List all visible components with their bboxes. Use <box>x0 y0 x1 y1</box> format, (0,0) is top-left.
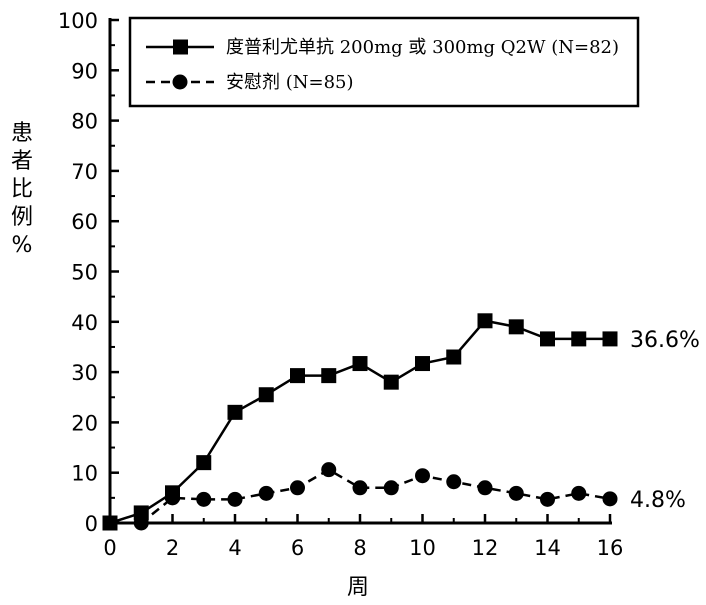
data-point <box>165 490 180 506</box>
x-tick-label: 8 <box>353 536 366 560</box>
series-line <box>110 468 611 525</box>
data-point <box>102 515 118 531</box>
y-tick-label: 90 <box>71 59 98 83</box>
y-tick-label: 80 <box>71 110 98 134</box>
data-point <box>258 485 274 501</box>
data-point <box>446 349 462 365</box>
y-tick-label: 30 <box>71 361 98 385</box>
legend-marker <box>173 39 188 55</box>
data-point <box>290 480 305 496</box>
data-point <box>540 491 555 507</box>
x-tick-label: 2 <box>166 536 179 560</box>
y-tick-label: 70 <box>71 160 98 184</box>
data-point <box>477 313 493 329</box>
data-point <box>352 480 368 496</box>
x-axis-title: 周 <box>347 575 369 600</box>
data-point <box>133 515 149 531</box>
data-point <box>540 331 555 347</box>
y-tick-label: 50 <box>71 261 98 285</box>
y-axis-title: 患者比例% <box>11 121 33 258</box>
data-point <box>258 387 274 403</box>
data-point <box>227 491 243 507</box>
axes: 0 10 20 30 40 50 60 70 80 90 100 0 2 4 6 8 10 12 14 16 <box>58 9 623 560</box>
data-point <box>196 455 212 471</box>
data-point <box>477 480 493 496</box>
y-tick-label: 100 <box>58 9 98 33</box>
y-tick-label: 40 <box>71 311 98 335</box>
data-point <box>383 480 399 496</box>
y-tick-label: 0 <box>85 512 98 536</box>
y-tick-label: 60 <box>71 210 98 234</box>
x-tick-label: 10 <box>409 536 436 560</box>
series-end-label: 36.6% <box>630 328 700 353</box>
data-point <box>352 356 368 372</box>
data-point <box>602 491 618 507</box>
x-tick-label: 16 <box>597 536 624 560</box>
data-point <box>508 319 524 335</box>
legend-box <box>128 16 640 108</box>
legend-label: 安慰剂 (N=85) <box>226 72 354 93</box>
data-point <box>321 462 337 478</box>
data-point <box>602 331 618 347</box>
series-end-label: 4.8% <box>630 488 686 513</box>
legend: 度普利尤单抗 200mg 或 300mg Q2W (N=82) 安慰剂 (N=85… <box>128 16 640 108</box>
data-point <box>571 331 587 347</box>
data-point <box>571 485 587 501</box>
x-tick-label: 12 <box>472 536 499 560</box>
legend-marker <box>172 74 188 90</box>
x-tick-label: 0 <box>103 536 116 560</box>
data-point <box>508 485 524 501</box>
data-point <box>415 468 430 484</box>
data-point <box>415 356 430 372</box>
data-point <box>227 404 243 420</box>
data-point <box>446 474 462 490</box>
x-tick-label: 4 <box>228 536 241 560</box>
data-point <box>196 491 212 507</box>
data-point <box>290 368 305 384</box>
series-1: 36.6% <box>102 313 700 531</box>
y-tick-label: 20 <box>71 411 98 435</box>
series-2: 4.8% <box>102 462 686 531</box>
x-tick-label: 6 <box>291 536 304 560</box>
x-tick-label: 14 <box>534 536 561 560</box>
data-point <box>321 368 337 384</box>
y-tick-label: 10 <box>71 462 98 486</box>
series-layer: 36.6% 4.8% <box>102 313 700 531</box>
data-point <box>383 374 399 390</box>
legend-label: 度普利尤单抗 200mg 或 300mg Q2W (N=82) <box>226 37 619 58</box>
